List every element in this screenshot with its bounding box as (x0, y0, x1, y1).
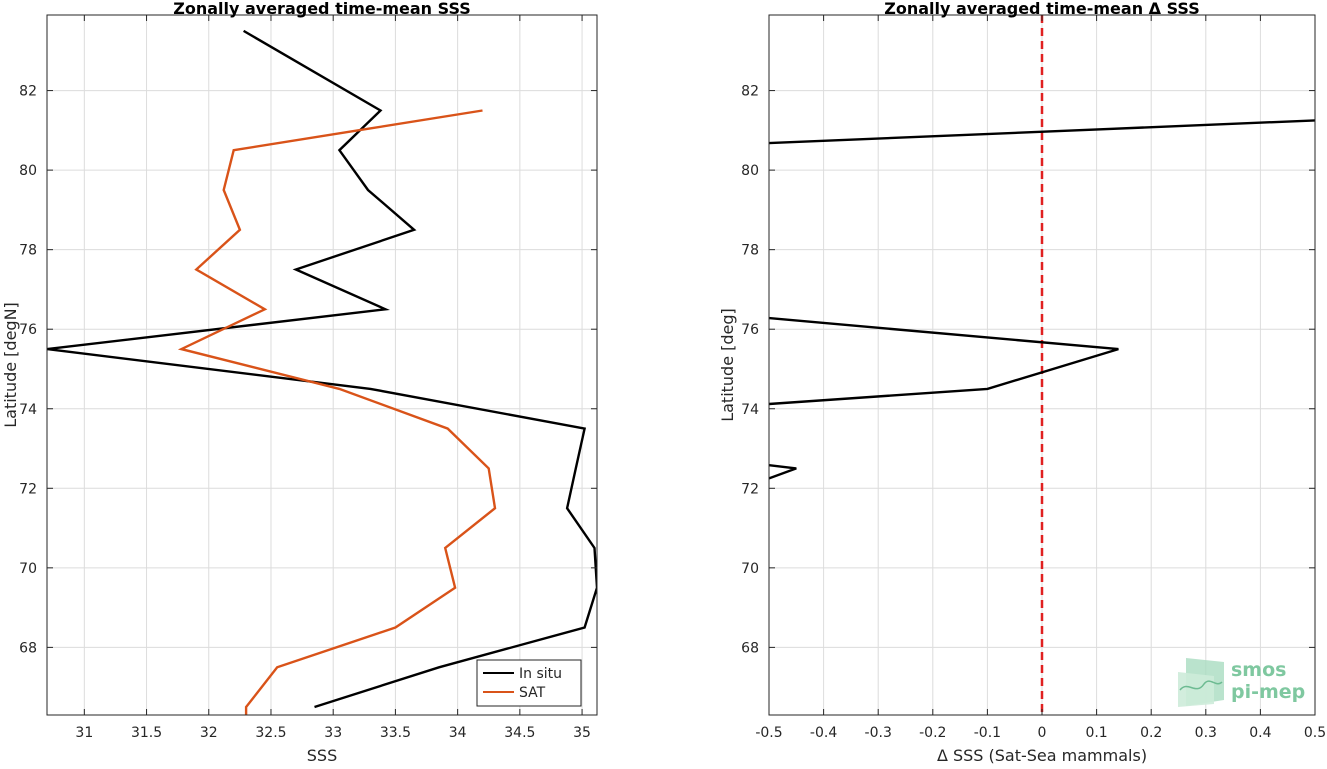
x-tick-label: -0.4 (810, 725, 837, 741)
y-tick-label: 80 (741, 163, 759, 179)
y-tick-label: 78 (741, 243, 759, 259)
x-tick-label: 0.5 (1304, 725, 1326, 741)
delta-series-line-2 (769, 119, 1315, 145)
logo-mark-front (1178, 672, 1214, 707)
y-tick-label: 82 (741, 84, 759, 100)
x-tick-label: -0.3 (865, 725, 892, 741)
y-tick-label: 82 (19, 84, 37, 100)
x-tick-label: 35 (573, 725, 591, 741)
x-tick-label: 0.3 (1195, 725, 1217, 741)
x-tick-label: 32.5 (255, 725, 286, 741)
logo-text-smos: smos (1231, 659, 1286, 681)
y-tick-label: 68 (19, 640, 37, 656)
x-tick-label: 34.5 (504, 725, 535, 741)
x-tick-label: 0.2 (1140, 725, 1162, 741)
legend-label-sat: SAT (519, 685, 546, 701)
x-tick-label: 33 (324, 725, 342, 741)
series-line-sat (177, 109, 497, 715)
series-line-in-situ (47, 29, 597, 709)
y-tick-label: 76 (741, 322, 759, 338)
logo-wave (1179, 680, 1223, 691)
plot-frame (46, 14, 598, 716)
y-tick-label: 72 (741, 481, 759, 497)
chart-title: Zonally averaged time-mean SSS (173, 0, 471, 18)
logo-text-pi-mep: pi-mep (1231, 681, 1305, 703)
delta-series-line-1 (769, 316, 1119, 406)
x-tick-label: -0.2 (919, 725, 946, 741)
left-chart-panel: 31 31.5 32 32.5 33 33.5 34 34.5 35 68 70 72 74 76 78 80… (1, 0, 598, 765)
y-tick-label: 74 (741, 402, 759, 418)
x-tick-label: -0.5 (755, 725, 782, 741)
y-tick-label: 68 (741, 640, 759, 656)
x-tick-label: 31.5 (131, 725, 162, 741)
y-tick-label: 72 (19, 481, 37, 497)
x-tick-label: 0.1 (1085, 725, 1107, 741)
y-tick-label: 78 (19, 243, 37, 259)
smos-pi-mep-logo: smos pi-mep (1178, 658, 1305, 707)
x-axis-label: Δ SSS (Sat-Sea mammals) (937, 746, 1147, 765)
y-tick-label: 80 (19, 163, 37, 179)
legend-box (476, 659, 582, 707)
y-tick-label: 70 (19, 561, 37, 577)
right-chart-panel: -0.5 -0.4 -0.3 -0.2 -0.1 0 0.1 0.2 0.3 0.4 0.5 68 70… (718, 0, 1326, 765)
y-tick-label: 70 (741, 561, 759, 577)
y-axis-label: Latitude [degN] (1, 302, 20, 428)
x-tick-label: 0 (1038, 725, 1047, 741)
x-tick-label: 0.4 (1249, 725, 1271, 741)
x-tick-label: -0.1 (974, 725, 1001, 741)
x-tick-label: 31 (75, 725, 93, 741)
x-axis-label: SSS (307, 746, 337, 765)
y-axis-label: Latitude [deg] (718, 308, 737, 422)
x-tick-label: 33.5 (380, 725, 411, 741)
chart-title: Zonally averaged time-mean Δ SSS (884, 0, 1200, 18)
y-tick-label: 74 (19, 402, 37, 418)
y-tick-label: 76 (19, 322, 37, 338)
x-tick-label: 32 (200, 725, 218, 741)
legend-label-in-situ: In situ (519, 666, 562, 682)
delta-series-line-0 (769, 464, 797, 480)
legend: In situ SAT (476, 659, 582, 707)
x-tick-label: 34 (449, 725, 467, 741)
